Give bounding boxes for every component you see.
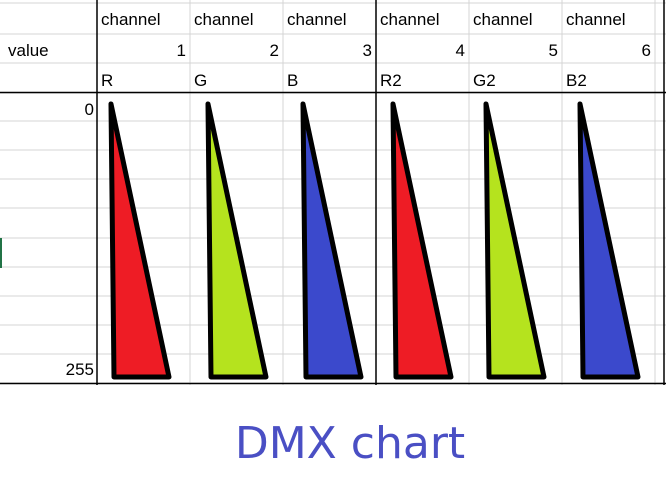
channel-number-cell[interactable]: 4 bbox=[455, 41, 465, 60]
header-channel-cell[interactable]: channel bbox=[287, 10, 347, 29]
channel-number-cell[interactable]: 3 bbox=[362, 41, 372, 60]
channel-number-cell[interactable]: 5 bbox=[548, 41, 558, 60]
header-channel-cell[interactable]: channel bbox=[194, 10, 254, 29]
spreadsheet-grid: channel channel channel channel channel … bbox=[0, 0, 666, 385]
channel-wedge bbox=[205, 101, 269, 380]
channel-wedge bbox=[483, 101, 547, 380]
header-channel-cell[interactable]: channel bbox=[566, 10, 626, 29]
row-selection-marker bbox=[0, 238, 2, 268]
header-channel-cell[interactable]: channel bbox=[473, 10, 533, 29]
channel-name-cell[interactable]: B bbox=[287, 71, 299, 90]
channel-wedge bbox=[577, 101, 641, 380]
channel-name-cell[interactable]: R2 bbox=[380, 71, 402, 90]
channel-number-cell[interactable]: 2 bbox=[269, 41, 279, 60]
channel-name-cell[interactable]: B2 bbox=[566, 71, 587, 90]
channel-name-cell[interactable]: R bbox=[101, 71, 114, 90]
scale-min-label[interactable]: 0 bbox=[84, 100, 94, 119]
channel-wedge bbox=[390, 101, 454, 380]
channel-name-cell[interactable]: G2 bbox=[473, 71, 496, 90]
channel-wedge bbox=[300, 101, 364, 380]
channel-wedge bbox=[108, 101, 172, 380]
chart-caption: DMX chart bbox=[234, 418, 466, 469]
scale-max-label[interactable]: 255 bbox=[65, 360, 94, 379]
header-channel-cell[interactable]: channel bbox=[380, 10, 440, 29]
channel-name-cell[interactable]: G bbox=[194, 71, 208, 90]
value-label-cell[interactable]: value bbox=[8, 41, 49, 60]
channel-number-cell[interactable]: 1 bbox=[176, 41, 186, 60]
channel-number-cell[interactable]: 6 bbox=[641, 41, 651, 60]
grid-lines bbox=[0, 0, 666, 385]
header-channel-cell[interactable]: channel bbox=[101, 10, 161, 29]
